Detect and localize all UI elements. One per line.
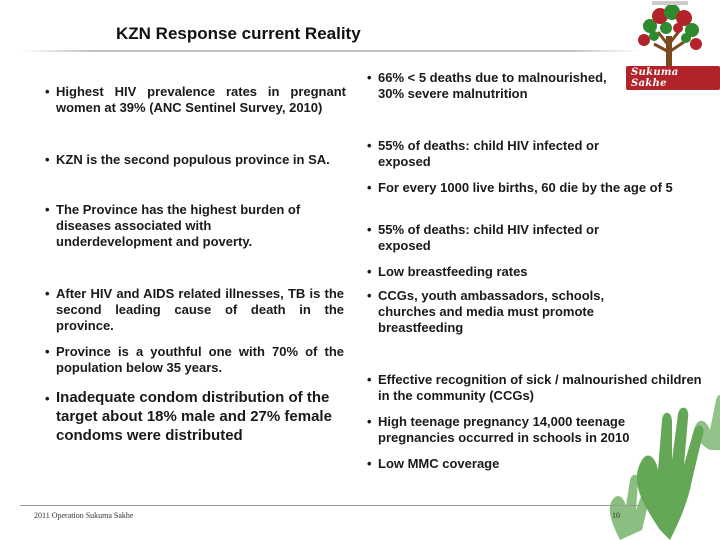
right-bullet-8: • High teenage pregnancy 14,000 teenage … [367,414,678,446]
bullet-marker: • [45,152,50,167]
left-bullet-1: • Highest HIV prevalence rates in pregna… [45,84,346,116]
right-bullet-1: • 66% < 5 deaths due to malnourished, 30… [367,70,624,102]
bullet-marker: • [367,138,372,153]
right-bullet-9: • Low MMC coverage [367,456,638,472]
right-bullet-7: • Effective recognition of sick / malnou… [367,372,708,404]
left-bullet-2: • KZN is the second populous province in… [45,152,356,168]
bullet-text: Province is a youthful one with 70% of t… [56,344,344,375]
bullet-marker: • [45,286,50,301]
bullet-text: Low MMC coverage [378,456,500,471]
bullet-marker: • [367,456,372,471]
logo-wordmark: Sukuma Sakhe [626,66,720,90]
bullet-text: For every 1000 live births, 60 die by th… [378,180,673,195]
right-bullet-4: • 55% of deaths: child HIV infected or e… [367,222,638,254]
bullet-marker: • [45,202,50,217]
bullet-marker: • [367,264,372,279]
right-bullet-6: • CCGs, youth ambassadors, schools, chur… [367,288,638,336]
bullet-text: Low breastfeeding rates [378,264,528,279]
bullet-marker: • [367,372,372,387]
left-bullet-4: • After HIV and AIDS related illnesses, … [45,286,344,334]
footer-divider [20,505,640,506]
bullet-marker: • [45,391,50,406]
right-bullet-2: • 55% of deaths: child HIV infected or e… [367,138,638,170]
bullet-text: 66% < 5 deaths due to malnourished, 30% … [378,70,607,101]
left-bullet-5: • Province is a youthful one with 70% of… [45,344,344,376]
sukuma-sakhe-logo [638,1,702,66]
bullet-marker: • [367,222,372,237]
bullet-marker: • [367,70,372,85]
bullet-text: After HIV and AIDS related illnesses, TB… [56,286,344,333]
bullet-text: Effective recognition of sick / malnouri… [378,372,702,403]
bullet-marker: • [367,180,372,195]
bullet-marker: • [45,84,50,99]
right-bullet-3: • For every 1000 live births, 60 die by … [367,180,708,196]
footer-caption: 2011 Operation Sukuma Sakhe [34,511,134,520]
bullet-marker: • [367,288,372,303]
right-bullet-5: • Low breastfeeding rates [367,264,638,280]
left-bullet-6: • Inadequate condom distribution of the … [45,388,356,445]
green-hands-graphic [609,395,720,540]
bullet-text: The Province has the highest burden of d… [56,202,301,249]
bullet-text: 55% of deaths: child HIV infected or exp… [378,138,600,169]
tree-icon [638,4,702,66]
bullet-text: KZN is the second populous province in S… [56,152,330,167]
bullet-text: Inadequate condom distribution of the ta… [56,389,332,444]
title-divider [20,50,640,52]
bullet-text: CCGs, youth ambassadors, schools, church… [378,288,605,335]
bullet-text: Highest HIV prevalence rates in pregnant… [56,84,346,115]
bullet-text: High teenage pregnancy 14,000 teenage pr… [378,414,630,445]
bullet-text: 55% of deaths: child HIV infected or exp… [378,222,600,253]
slide-title: KZN Response current Reality [116,24,361,43]
left-bullet-3: • The Province has the highest burden of… [45,202,326,250]
page-number: 10 [612,511,620,520]
bullet-marker: • [367,414,372,429]
bullet-marker: • [45,344,50,359]
